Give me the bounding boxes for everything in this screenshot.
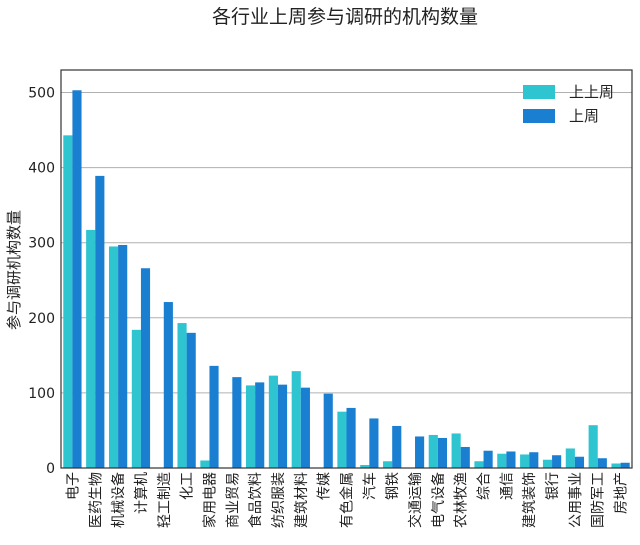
bar-previous-week (337, 411, 347, 468)
bar-last-week (460, 446, 470, 468)
bar-previous-week (200, 460, 210, 468)
bar-last-week (72, 90, 82, 468)
bar-last-week (118, 244, 128, 468)
x-tick-label: 传媒 (317, 472, 333, 500)
x-tick-label: 家用电器 (201, 472, 218, 528)
bar-last-week (300, 387, 310, 468)
bar-last-week (346, 407, 356, 468)
x-tick-label: 银行 (545, 472, 561, 500)
bar-previous-week (177, 323, 187, 468)
bar-previous-week (474, 461, 484, 468)
x-tick-label: 农林牧渔 (454, 472, 470, 528)
bar-last-week (597, 458, 607, 468)
bar-previous-week (451, 433, 461, 468)
bar-last-week (620, 462, 630, 468)
legend-swatch-last-week (523, 109, 555, 123)
x-tick-label: 机械设备 (110, 472, 127, 528)
bar-previous-week (63, 135, 73, 468)
bar-last-week (529, 452, 539, 468)
y-axis-label: 参与调研机构数量 (5, 210, 23, 330)
bar-last-week (323, 393, 333, 468)
x-tick-label: 钢铁 (385, 472, 401, 500)
x-tick-label: 纺织服装 (271, 472, 287, 528)
bar-last-week (392, 425, 402, 468)
bar-previous-week (542, 459, 553, 468)
bar-last-week (415, 436, 425, 468)
x-tick-label: 化工 (180, 472, 196, 500)
y-tick-label: 100 (28, 386, 55, 402)
x-tick-label: 轻工制造 (157, 472, 173, 528)
bar-last-week (506, 451, 516, 468)
x-tick-label: 汽车 (361, 472, 378, 500)
bar-last-week (552, 455, 562, 468)
y-tick-label: 200 (28, 311, 55, 327)
x-tick-label: 公用事业 (568, 472, 584, 528)
x-tick-label: 食品饮料 (247, 472, 264, 528)
bar-last-week (209, 365, 219, 468)
bars (63, 90, 630, 468)
x-tick-label: 电子 (65, 472, 81, 500)
chart-title: 各行业上周参与调研的机构数量 (212, 6, 478, 28)
bar-last-week (140, 268, 151, 468)
bar-last-week (95, 175, 105, 468)
bar-previous-week (108, 246, 119, 468)
bar-last-week (483, 450, 493, 468)
bar-previous-week (383, 461, 393, 468)
bar-last-week (255, 382, 265, 468)
x-tick-label: 有色金属 (339, 472, 356, 528)
bar-previous-week (291, 371, 301, 468)
bar-last-week (232, 377, 242, 468)
x-tick-label: 计算机 (134, 472, 150, 514)
bar-previous-week (246, 385, 256, 468)
bar-previous-week (428, 434, 438, 468)
x-ticks: 电子 医药生物 机械设备 计算机 轻工制造 化工 家用电器 商业贸易 食品饮料 纺织服装 建筑材料传… (65, 472, 629, 528)
bar-last-week (437, 437, 447, 468)
plot-frame (60, 69, 633, 469)
bar-previous-week (588, 425, 598, 468)
bar-previous-week (520, 454, 530, 468)
legend-swatch-previous-week (523, 85, 555, 99)
legend-label-previous-week: 上上周 (569, 83, 614, 101)
x-tick-label: 电气设备 (430, 472, 447, 528)
y-tick-label: 400 (28, 161, 55, 177)
y-tick-label: 500 (28, 86, 55, 102)
bar-previous-week (131, 329, 141, 468)
x-tick-label: 综合 (477, 472, 493, 500)
x-tick-label: 医药生物 (88, 472, 104, 528)
bar-previous-week (611, 463, 621, 468)
bar-previous-week (268, 375, 278, 468)
x-tick-label: 商业贸易 (225, 472, 241, 528)
y-tick-label: 0 (46, 461, 55, 477)
legend: 上上周 上周 (523, 83, 614, 125)
bar-last-week (163, 302, 173, 468)
x-tick-label: 建筑装饰 (522, 472, 538, 528)
legend-label-last-week: 上周 (569, 107, 599, 125)
grid-lines (61, 92, 632, 394)
bar-previous-week (565, 448, 575, 468)
x-tick-label: 通信 (499, 472, 515, 500)
y-tick-label: 300 (28, 236, 55, 252)
bar-previous-week (86, 229, 96, 468)
bar-last-week (574, 456, 585, 468)
bar-last-week (186, 332, 196, 468)
x-tick-label: 建筑材料 (294, 472, 310, 528)
bar-previous-week (497, 453, 507, 468)
bar-last-week (277, 384, 288, 468)
x-tick-label: 交通运输 (407, 472, 424, 528)
x-tick-label: 国防军工 (591, 472, 607, 528)
bar-previous-week (360, 464, 370, 468)
bar-last-week (369, 418, 379, 468)
x-tick-label: 房地产 (614, 472, 630, 514)
y-ticks: 0 100 200 300 400 500 (28, 86, 55, 477)
